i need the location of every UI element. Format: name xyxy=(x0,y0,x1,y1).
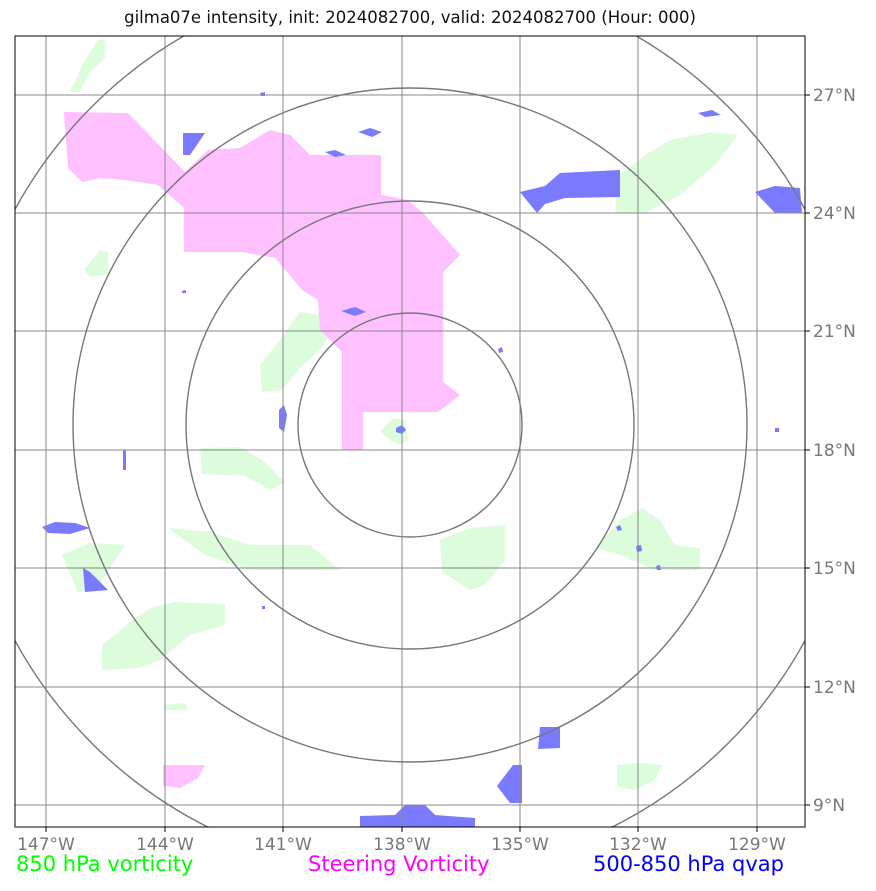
range-ring xyxy=(72,87,748,763)
vorticity-area xyxy=(70,40,105,92)
lon-tick-label: 129°W xyxy=(728,835,786,855)
qvap-area xyxy=(358,128,382,137)
qvap-area xyxy=(182,290,186,293)
latitude-ticks: 27°N 24°N 21°N 18°N 15°N 12°N 9°N xyxy=(805,86,856,816)
qvap-area xyxy=(123,450,126,470)
qvap-area xyxy=(755,186,802,213)
map-frame xyxy=(14,35,806,828)
lon-tick-label: 141°W xyxy=(254,835,312,855)
lon-tick-label: 132°W xyxy=(609,835,667,855)
qvap-area xyxy=(538,727,560,749)
range-ring xyxy=(297,312,523,538)
qvap-area xyxy=(341,307,366,316)
lon-tick-label: 138°W xyxy=(373,835,431,855)
vorticity-area xyxy=(260,312,332,392)
qvap-area xyxy=(183,133,205,155)
qvap-area xyxy=(498,347,503,353)
legend-steering-vorticity: Steering Vorticity xyxy=(308,852,490,876)
vorticity-area xyxy=(102,602,225,670)
vorticity-area xyxy=(380,418,408,445)
qvap-area xyxy=(262,606,265,609)
qvap-layer xyxy=(42,92,802,827)
lon-tick-label: 147°W xyxy=(17,835,75,855)
lat-tick-label: 24°N xyxy=(813,204,856,224)
qvap-area xyxy=(520,170,620,213)
vorticity-area xyxy=(616,132,738,213)
lat-lon-grid xyxy=(15,36,805,827)
lon-tick-label: 135°W xyxy=(491,835,549,855)
vorticity-area xyxy=(84,250,108,276)
steering-area xyxy=(64,112,460,450)
lat-tick-label: 18°N xyxy=(813,441,856,461)
qvap-area xyxy=(698,110,721,117)
qvap-area xyxy=(636,545,642,552)
lat-tick-label: 9°N xyxy=(813,796,845,816)
legend-qvap: 500-850 hPa qvap xyxy=(593,852,784,876)
range-ring xyxy=(185,200,635,650)
vorticity-area xyxy=(200,447,285,490)
lat-tick-label: 12°N xyxy=(813,678,856,698)
steering-area xyxy=(163,765,205,788)
vorticity-850-layer xyxy=(62,40,738,790)
qvap-area xyxy=(42,522,90,534)
qvap-area xyxy=(360,805,475,827)
legend-vorticity: 850 hPa vorticity xyxy=(16,852,194,876)
vorticity-area xyxy=(617,763,662,790)
qvap-area xyxy=(396,425,406,434)
qvap-area xyxy=(497,765,522,803)
vorticity-area xyxy=(163,703,188,710)
lon-tick-label: 144°W xyxy=(136,835,194,855)
range-rings xyxy=(15,36,805,827)
lat-tick-label: 27°N xyxy=(813,86,856,106)
lat-tick-label: 21°N xyxy=(813,322,856,342)
lat-tick-label: 15°N xyxy=(813,559,856,579)
steering-vorticity-layer xyxy=(64,112,460,788)
qvap-area xyxy=(616,525,622,531)
longitude-ticks: 147°W 144°W 141°W 138°W 135°W 132°W 129°W xyxy=(17,827,786,855)
qvap-area xyxy=(325,150,346,157)
vorticity-area xyxy=(440,525,505,590)
qvap-area xyxy=(83,568,108,592)
vorticity-area xyxy=(595,508,700,570)
qvap-area xyxy=(775,428,779,432)
vorticity-area xyxy=(168,528,340,570)
map-title: gilma07e intensity, init: 2024082700, va… xyxy=(124,8,696,27)
